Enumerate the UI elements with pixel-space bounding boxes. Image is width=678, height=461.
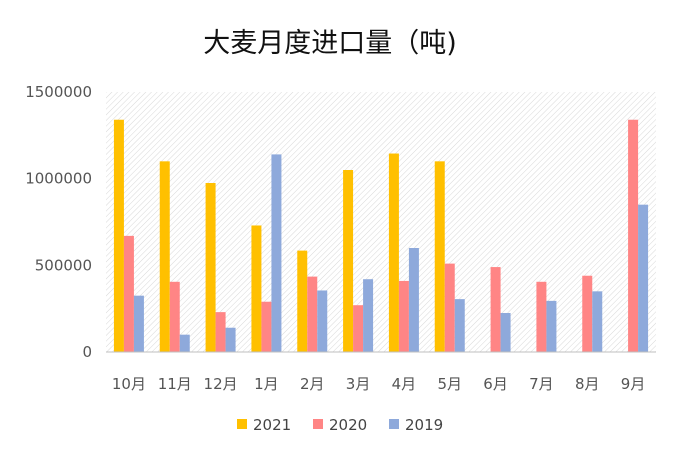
x-tick-label: 12月 [204,375,238,393]
bar-2020-10 [582,275,593,352]
bar-2019-2 [225,327,236,352]
legend-label-2020: 2020 [329,416,367,434]
y-tick-label: 1000000 [25,170,92,188]
x-tick-label: 2月 [300,375,325,393]
legend-swatch-2021 [237,419,247,429]
bar-2021-1 [159,161,170,352]
bar-2019-8 [500,313,511,352]
bar-2019-10 [592,291,603,352]
x-tick-label: 8月 [575,375,600,393]
y-axis: 0 500000 1000000 1500000 [25,83,92,361]
y-tick-label: 0 [82,343,92,361]
bar-2020-3 [261,301,272,352]
legend-label-2019: 2019 [405,416,443,434]
bar-2021-6 [388,153,399,352]
x-tick-label: 6月 [483,375,508,393]
bar-2020-6 [398,280,409,352]
bar-2020-4 [307,276,318,352]
bar-2021-5 [343,170,354,352]
bar-2019-4 [317,290,328,352]
legend-label-2021: 2021 [253,416,291,434]
bar-2019-9 [546,300,557,352]
plot-area [106,92,656,352]
legend: 2021 2020 2019 [237,416,443,434]
x-axis: 10月 11月 12月 1月 2月 3月 4月 5月 6月 7月 8月 9月 [112,375,645,393]
bar-2021-7 [434,161,445,352]
x-tick-label: 10月 [112,375,146,393]
bars-group [113,119,649,352]
x-tick-label: 4月 [392,375,417,393]
bar-2019-0 [133,295,144,352]
bar-2019-6 [408,248,419,352]
bar-2019-1 [179,334,190,352]
bar-2019-5 [363,279,374,352]
bar-2019-3 [271,154,282,352]
bar-2019-7 [454,299,465,352]
x-tick-label: 5月 [437,375,462,393]
x-tick-label: 11月 [158,375,192,393]
bar-2020-2 [215,312,226,352]
bar-2019-11 [638,204,649,352]
bar-2021-3 [251,225,262,352]
x-tick-label: 3月 [346,375,371,393]
y-tick-label: 1500000 [25,83,92,101]
legend-swatch-2020 [313,419,323,429]
bar-2020-5 [353,305,364,352]
bar-2020-7 [444,263,455,352]
x-tick-label: 1月 [254,375,279,393]
y-tick-label: 500000 [35,256,92,274]
bar-2020-0 [123,235,134,352]
bar-2021-2 [205,183,216,352]
x-tick-label: 7月 [529,375,554,393]
x-tick-label: 9月 [621,375,646,393]
bar-2020-9 [536,281,547,352]
chart-title: 大麦月度进口量（吨) [203,28,457,59]
bar-2020-1 [169,281,180,352]
legend-swatch-2019 [389,419,399,429]
bar-2020-8 [490,267,501,352]
bar-2021-4 [297,250,308,352]
bar-2020-11 [628,119,639,352]
bar-2021-0 [113,119,124,352]
